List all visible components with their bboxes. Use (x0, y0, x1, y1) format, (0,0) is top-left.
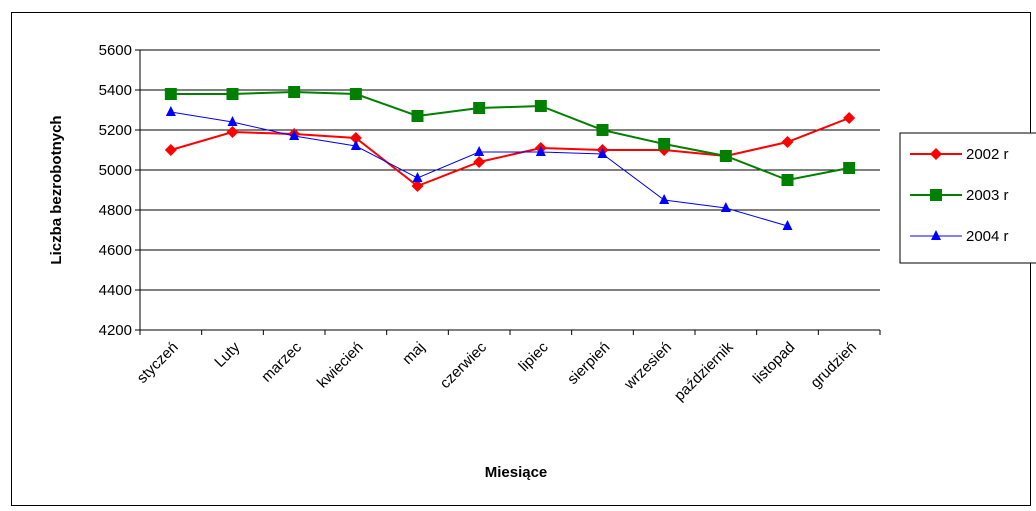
data-point-series-2 (719, 150, 732, 162)
x-tick-label: Luty (211, 338, 243, 370)
legend-marker-1 (930, 148, 942, 160)
data-point-series-1 (349, 132, 362, 144)
data-point-series-2 (164, 88, 177, 100)
x-tick-label: kwiecień (314, 339, 367, 392)
data-point-series-2 (411, 110, 424, 122)
data-point-series-1 (226, 126, 239, 138)
x-tick-label: wrzesień (620, 339, 675, 394)
legend-label-3: 2004 r (966, 228, 1009, 245)
data-point-series-3 (412, 172, 423, 182)
data-point-series-3 (350, 140, 361, 150)
y-tick-label: 4200 (99, 322, 132, 339)
y-tick-label: 4800 (99, 202, 132, 219)
y-tick-label: 4400 (99, 282, 132, 299)
data-point-series-2 (781, 174, 794, 186)
legend-label-2: 2003 r (966, 187, 1009, 204)
y-tick-label: 4600 (99, 242, 132, 259)
data-point-series-2 (288, 86, 301, 98)
y-tick-label: 5200 (99, 122, 132, 139)
x-tick-label: maj (399, 339, 428, 368)
data-point-series-2 (534, 100, 547, 112)
y-tick-label: 5400 (99, 82, 132, 99)
x-tick-label: grudzień (807, 339, 860, 392)
x-tick-label: listopad (750, 339, 799, 388)
data-point-series-3 (227, 116, 238, 126)
x-tick-label: styczeń (134, 339, 182, 387)
data-point-series-3 (720, 202, 731, 212)
x-tick-label: marzec (258, 338, 305, 385)
data-point-series-2 (658, 138, 671, 150)
data-point-series-1 (843, 112, 856, 124)
y-axis-title: Liczba bezrobotnych (48, 115, 65, 264)
data-point-series-3 (165, 106, 176, 116)
data-point-series-1 (473, 156, 486, 168)
data-point-series-3 (597, 148, 608, 158)
x-tick-label: październik (671, 338, 737, 404)
y-tick-label: 5600 (99, 42, 132, 59)
x-tick-label: czerwiec (437, 338, 491, 392)
data-point-series-2 (226, 88, 239, 100)
data-point-series-3 (535, 146, 546, 156)
data-point-series-3 (782, 220, 793, 230)
data-point-series-2 (843, 162, 856, 174)
y-tick-label: 5000 (99, 162, 132, 179)
legend-marker-2 (930, 189, 942, 201)
data-point-series-1 (781, 136, 794, 148)
x-tick-label: sierpień (564, 339, 613, 388)
legend-marker-3 (931, 230, 941, 240)
data-point-series-2 (473, 102, 486, 114)
x-tick-label: lipiec (515, 338, 552, 375)
data-point-series-3 (474, 146, 485, 156)
data-point-series-3 (289, 130, 300, 140)
data-point-series-2 (349, 88, 362, 100)
x-axis-title: Miesiące (485, 464, 548, 481)
data-point-series-1 (411, 180, 424, 192)
data-point-series-3 (659, 194, 670, 204)
series-line-2 (170, 90, 850, 182)
series-line-3 (170, 111, 788, 227)
data-point-series-2 (596, 124, 609, 136)
data-point-series-1 (164, 144, 177, 156)
legend-label-1: 2002 r (966, 146, 1009, 163)
